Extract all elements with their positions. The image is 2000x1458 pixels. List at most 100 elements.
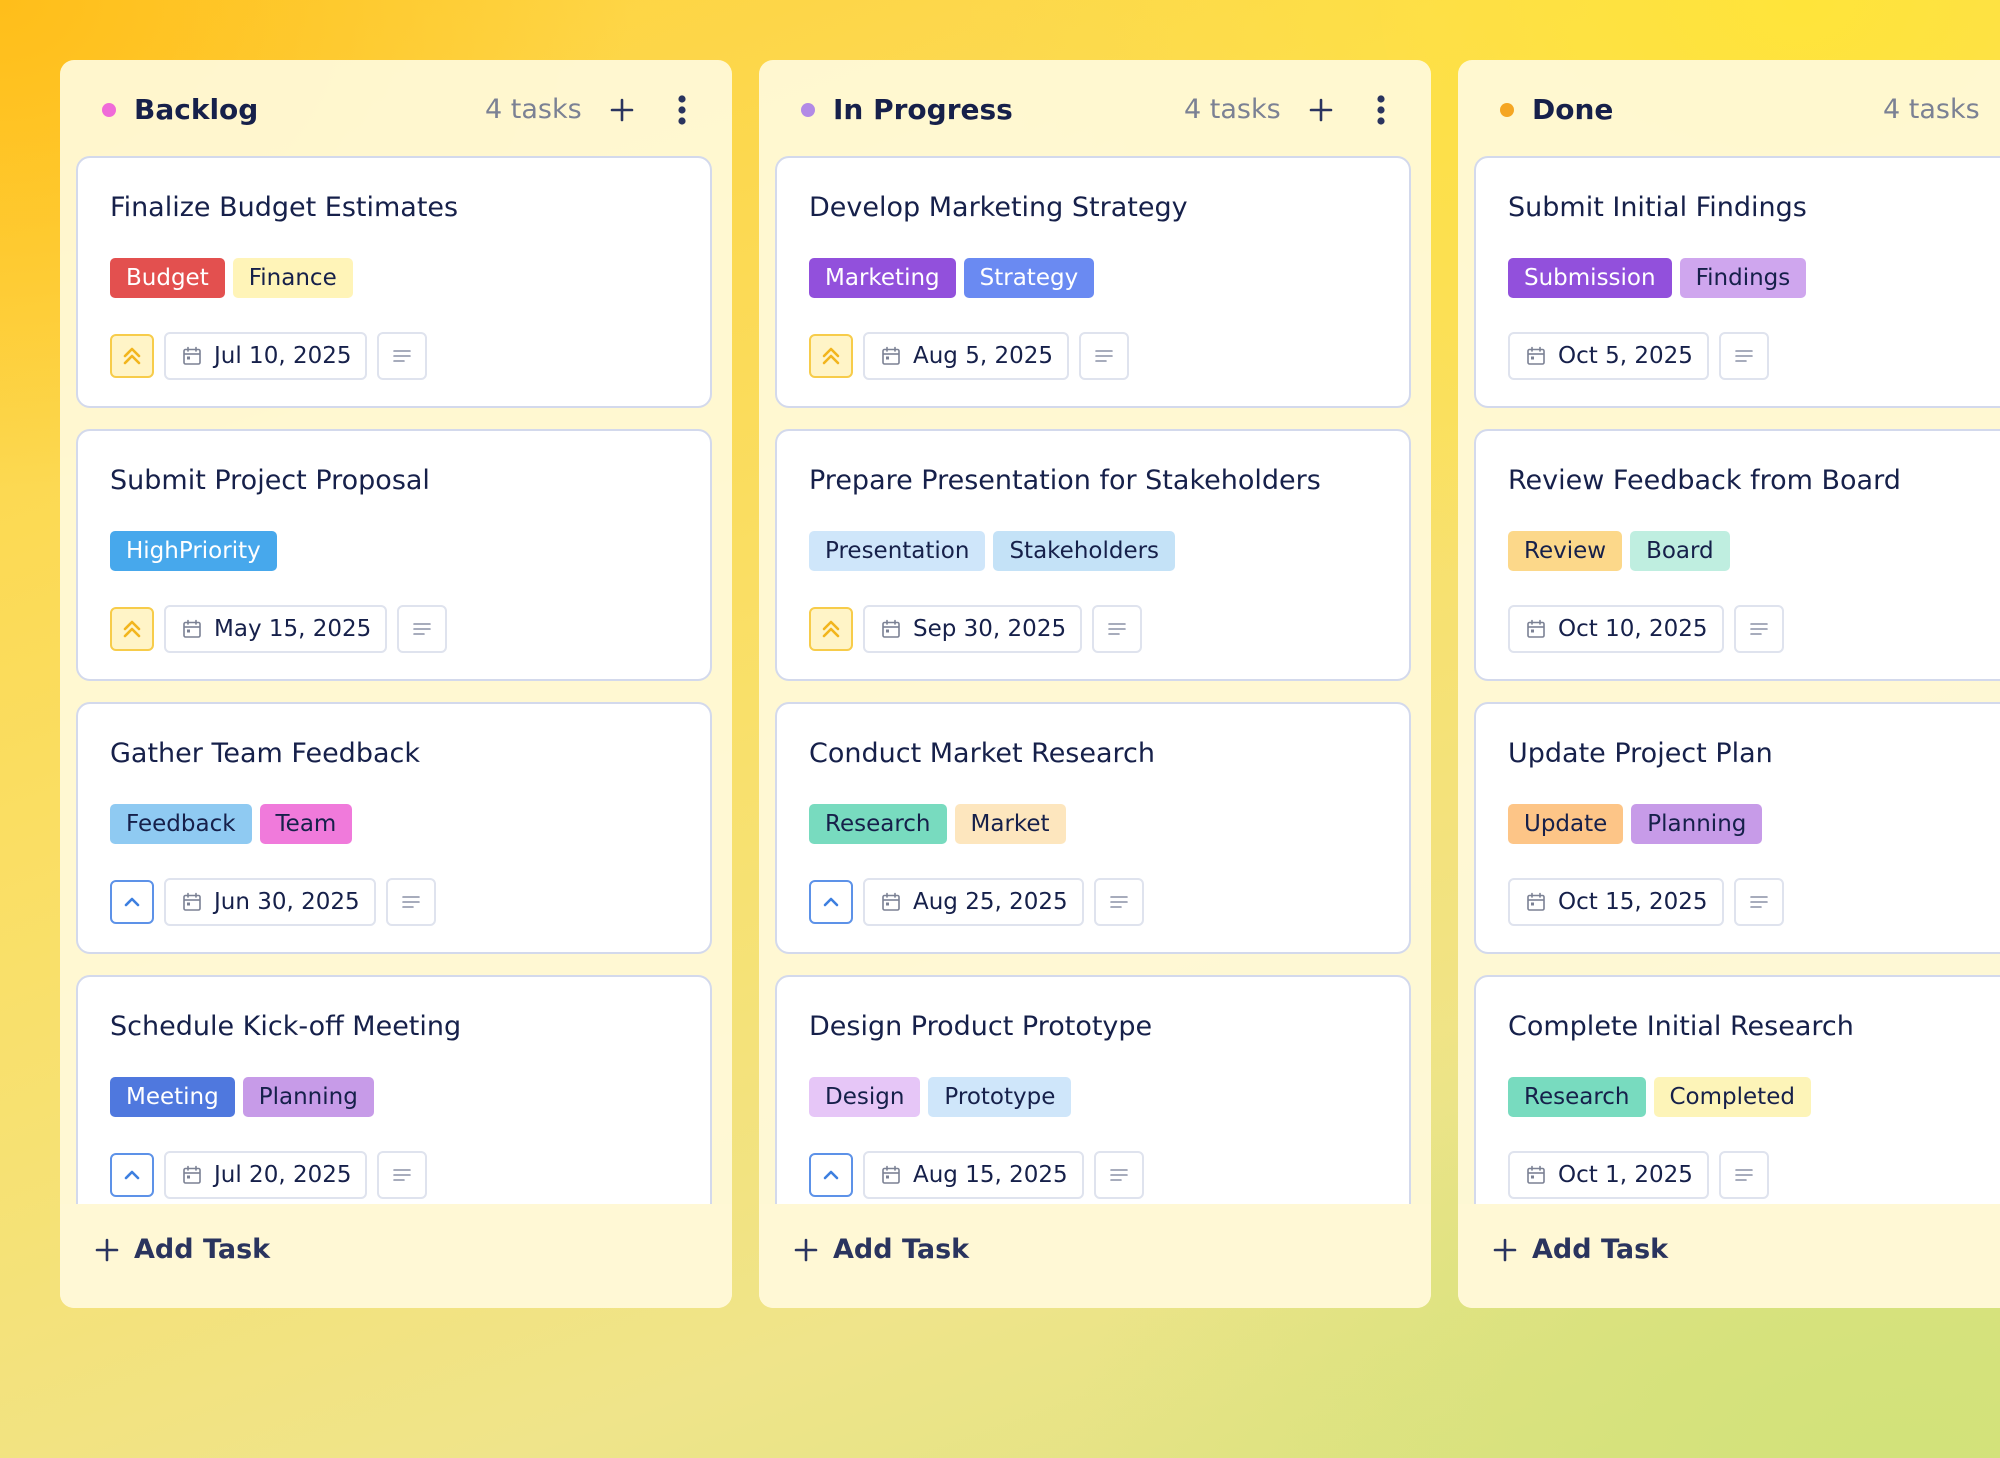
due-date-chip[interactable]: Oct 1, 2025 bbox=[1508, 1151, 1709, 1199]
description-button[interactable] bbox=[1093, 1151, 1144, 1199]
priority-low-button[interactable] bbox=[110, 880, 154, 924]
task-card[interactable]: Schedule Kick-off Meeting Meeting Plannin… bbox=[76, 975, 712, 1204]
notes-icon bbox=[393, 1169, 412, 1181]
description-button[interactable] bbox=[1093, 878, 1144, 926]
add-task-label: Add Task bbox=[1532, 1234, 1669, 1265]
notes-icon bbox=[1749, 623, 1768, 635]
calendar-icon bbox=[1527, 892, 1545, 911]
add-task-button[interactable]: Add Task bbox=[793, 1234, 969, 1265]
calendar-icon bbox=[882, 346, 900, 365]
task-card[interactable]: Submit Initial Findings Submission Findin… bbox=[1474, 156, 2000, 408]
tag-research: Research bbox=[1508, 1077, 1646, 1117]
priority-high-button[interactable] bbox=[110, 334, 154, 378]
due-date-chip[interactable]: Oct 15, 2025 bbox=[1508, 878, 1724, 926]
task-card[interactable]: Finalize Budget Estimates Budget Finance … bbox=[76, 156, 712, 408]
task-card[interactable]: Complete Initial Research Research Comple… bbox=[1474, 975, 2000, 1204]
task-tags: Submission Findings bbox=[1508, 258, 1807, 298]
notes-icon bbox=[1735, 350, 1753, 362]
calendar-icon bbox=[183, 619, 201, 638]
notes-icon bbox=[1108, 623, 1126, 635]
column-header: Done 4 tasks bbox=[1458, 60, 2000, 156]
task-tags: Feedback Team bbox=[110, 804, 353, 844]
due-date-text: Oct 5, 2025 bbox=[1558, 343, 1693, 369]
description-button[interactable] bbox=[1733, 605, 1784, 653]
task-title: Schedule Kick-off Meeting bbox=[110, 1011, 462, 1042]
description-button[interactable] bbox=[1733, 878, 1784, 926]
task-tags: Budget Finance bbox=[110, 258, 353, 298]
due-date-chip[interactable]: Aug 25, 2025 bbox=[863, 878, 1084, 926]
priority-low-button[interactable] bbox=[809, 880, 853, 924]
column-header: In Progress 4 tasks bbox=[759, 60, 1431, 156]
description-button[interactable] bbox=[1079, 332, 1130, 380]
add-task-button[interactable]: Add Task bbox=[1492, 1234, 1668, 1265]
column-menu-button[interactable] bbox=[660, 88, 704, 132]
task-meta: Aug 15, 2025 bbox=[809, 1151, 1144, 1199]
double-chevron-up-icon bbox=[822, 347, 840, 365]
description-button[interactable] bbox=[1718, 1151, 1769, 1199]
double-chevron-up-icon bbox=[822, 620, 840, 638]
due-date-chip[interactable]: Jul 10, 2025 bbox=[164, 332, 368, 380]
column-backlog: Backlog 4 tasks Finalize Budget Estimate… bbox=[60, 60, 732, 1308]
due-date-chip[interactable]: Aug 15, 2025 bbox=[863, 1151, 1084, 1199]
notes-icon bbox=[401, 896, 420, 908]
kanban-board: Backlog 4 tasks Finalize Budget Estimate… bbox=[60, 60, 2000, 1310]
task-meta: Jul 10, 2025 bbox=[110, 332, 428, 380]
description-button[interactable] bbox=[377, 332, 428, 380]
description-button[interactable] bbox=[377, 1151, 428, 1199]
due-date-chip[interactable]: Oct 5, 2025 bbox=[1508, 332, 1709, 380]
due-date-chip[interactable]: Jun 30, 2025 bbox=[164, 878, 376, 926]
priority-low-button[interactable] bbox=[110, 1153, 154, 1197]
due-date-chip[interactable]: Sep 30, 2025 bbox=[863, 605, 1083, 653]
task-card[interactable]: Conduct Market Research Research Market A… bbox=[775, 702, 1411, 954]
description-button[interactable] bbox=[1092, 605, 1143, 653]
task-meta: Sep 30, 2025 bbox=[809, 605, 1143, 653]
task-tags: Research Completed bbox=[1508, 1077, 1811, 1117]
task-title: Submit Project Proposal bbox=[110, 465, 430, 496]
due-date-text: Oct 15, 2025 bbox=[1558, 889, 1708, 915]
task-tags: Research Market bbox=[809, 804, 1066, 844]
task-card[interactable]: Update Project Plan Update Planning Oct 1… bbox=[1474, 702, 2000, 954]
tag-completed: Completed bbox=[1653, 1077, 1811, 1117]
due-date-chip[interactable]: Aug 5, 2025 bbox=[863, 332, 1070, 380]
task-meta: Oct 1, 2025 bbox=[1508, 1151, 1769, 1199]
tag-submission: Submission bbox=[1508, 258, 1672, 298]
add-task-button[interactable]: Add Task bbox=[94, 1234, 270, 1265]
description-button[interactable] bbox=[1718, 332, 1769, 380]
more-vertical-icon bbox=[678, 95, 686, 125]
add-card-button[interactable] bbox=[1299, 88, 1343, 132]
tag-stakeholders: Stakeholders bbox=[993, 531, 1176, 571]
column-menu-button[interactable] bbox=[1359, 88, 1403, 132]
task-tags: Review Board bbox=[1508, 531, 1730, 571]
task-meta: Aug 5, 2025 bbox=[809, 332, 1130, 380]
priority-high-button[interactable] bbox=[809, 607, 853, 651]
add-card-button[interactable] bbox=[600, 88, 644, 132]
task-card[interactable]: Prepare Presentation for Stakeholders Pr… bbox=[775, 429, 1411, 681]
priority-high-button[interactable] bbox=[110, 607, 154, 651]
column-title: Done bbox=[1532, 93, 1614, 126]
column-title: In Progress bbox=[833, 93, 1013, 126]
plus-icon bbox=[1309, 98, 1333, 122]
priority-low-button[interactable] bbox=[809, 1153, 853, 1197]
tag-budget: Budget bbox=[110, 258, 225, 298]
due-date-text: Aug 5, 2025 bbox=[913, 343, 1054, 369]
due-date-chip[interactable]: Oct 10, 2025 bbox=[1508, 605, 1724, 653]
task-card[interactable]: Submit Project Proposal HighPriority May… bbox=[76, 429, 712, 681]
description-button[interactable] bbox=[385, 878, 436, 926]
priority-high-button[interactable] bbox=[809, 334, 853, 378]
task-card[interactable]: Develop Marketing Strategy Marketing Stra… bbox=[775, 156, 1411, 408]
task-card[interactable]: Gather Team Feedback Feedback Team Jun 30… bbox=[76, 702, 712, 954]
column-footer: Add Task bbox=[1458, 1204, 2000, 1308]
task-title: Complete Initial Research bbox=[1508, 1011, 1854, 1042]
task-card[interactable]: Design Product Prototype Design Prototype… bbox=[775, 975, 1411, 1204]
task-card[interactable]: Review Feedback from Board Review Board O… bbox=[1474, 429, 2000, 681]
description-button[interactable] bbox=[397, 605, 448, 653]
task-title: Prepare Presentation for Stakeholders bbox=[809, 465, 1321, 496]
tag-board: Board bbox=[1630, 531, 1730, 571]
due-date-chip[interactable]: May 15, 2025 bbox=[164, 605, 388, 653]
chevron-up-icon bbox=[124, 1170, 140, 1180]
due-date-text: Jul 10, 2025 bbox=[214, 343, 352, 369]
due-date-chip[interactable]: Jul 20, 2025 bbox=[164, 1151, 368, 1199]
column-status-dot bbox=[102, 103, 116, 117]
plus-icon bbox=[95, 1238, 119, 1261]
tag-meeting: Meeting bbox=[110, 1077, 235, 1117]
